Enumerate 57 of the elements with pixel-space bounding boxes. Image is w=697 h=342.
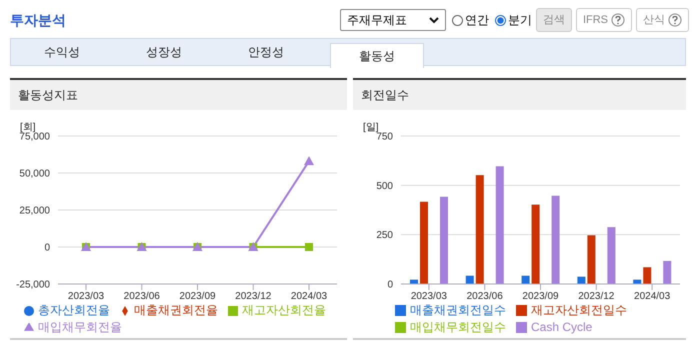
text: 투자분석 <box>10 12 66 30</box>
x-tick-label: 2024/03 <box>290 291 328 302</box>
chart-title: 회전일수 <box>353 78 686 110</box>
text: 수익성 <box>43 44 81 61</box>
bar <box>476 175 484 284</box>
x-tick-label: 2023/12 <box>578 291 615 302</box>
y-tick-label: 75,000 <box>19 132 50 143</box>
y-tick-label: 0 <box>387 280 394 291</box>
x-tick-label: 2023/03 <box>410 291 448 302</box>
text: 활동성 <box>330 43 424 68</box>
bar <box>633 280 642 284</box>
y-tick-label: 750 <box>376 132 394 143</box>
bar <box>532 204 540 284</box>
bar <box>577 276 586 284</box>
chart-title: 활동성지표 <box>10 78 347 110</box>
x-tick-label: 2023/12 <box>235 291 272 302</box>
text: 안정성 <box>247 44 285 61</box>
text: 성장성 <box>145 44 183 61</box>
y-tick-label: 0 <box>44 242 50 254</box>
legend-label: 매입채무회전율 <box>38 320 122 334</box>
y-tick-label: 25,000 <box>19 206 50 217</box>
legend-label: 재고자산회전율 <box>242 303 326 317</box>
bar <box>440 196 448 284</box>
x-tick-label: 2023/06 <box>466 291 504 302</box>
legend-label: 총자산회전율 <box>38 303 110 317</box>
text: IFRS <box>576 8 632 32</box>
bar <box>496 166 504 284</box>
y-tick-label: 50,000 <box>19 168 50 180</box>
x-tick-label: 2023/09 <box>179 291 216 302</box>
y-axis-title: [회] <box>20 121 36 133</box>
text: 산식 <box>636 8 689 32</box>
y-axis-title: [일] <box>363 121 379 133</box>
y-tick-label: -25,000 <box>16 280 50 291</box>
legend-label: 재고자산회전일수 <box>531 303 627 317</box>
bar <box>466 276 474 284</box>
bar <box>663 260 672 284</box>
y-tick-label: 250 <box>376 230 394 242</box>
legend-label: Cash Cycle <box>531 320 592 334</box>
legend-label: 매출채권회전일수 <box>410 303 506 317</box>
x-tick-label: 2024/03 <box>634 291 671 302</box>
bar <box>587 235 596 284</box>
bar <box>410 280 418 284</box>
legend-label: 매입채무회전일수 <box>410 320 506 334</box>
text: 분기 <box>508 12 532 26</box>
bar <box>420 202 428 284</box>
bar <box>552 196 560 284</box>
y-tick-label: 500 <box>376 180 394 192</box>
text: 주재무제표 <box>340 9 446 31</box>
x-tick-label: 2023/06 <box>124 291 160 302</box>
legend-label: 매출채권회전율 <box>134 303 218 317</box>
text: 검색 <box>536 8 572 32</box>
bar <box>607 227 616 284</box>
bar <box>643 267 652 284</box>
bar <box>522 276 530 284</box>
text: 연간 <box>464 12 489 26</box>
x-tick-label: 2023/03 <box>68 291 105 302</box>
x-tick-label: 2023/09 <box>522 291 560 302</box>
